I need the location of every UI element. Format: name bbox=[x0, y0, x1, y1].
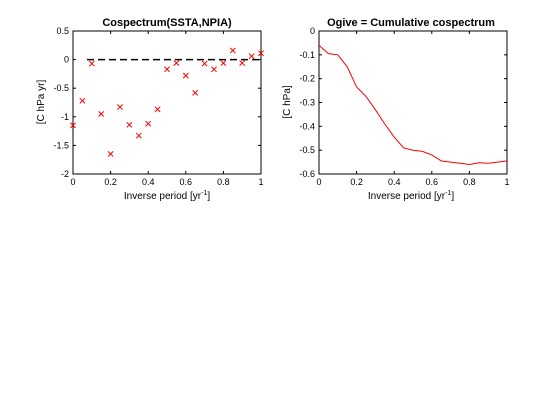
cospectrum-y-tick-label: -1.5 bbox=[53, 140, 69, 150]
cospectrum-y-tick-label: -2 bbox=[61, 169, 69, 179]
cospectrum-y-axis-label: [C hPa yr] bbox=[36, 80, 47, 125]
cospectrum-data-point bbox=[154, 106, 161, 113]
cospectrum-marker-stroke bbox=[88, 60, 95, 67]
cospectrum-marker-stroke bbox=[79, 97, 86, 104]
cospectrum-data-point bbox=[192, 89, 199, 96]
cospectrum-data-point bbox=[126, 121, 133, 128]
cospectrum-panel: Cospectrum(SSTA,NPIA) 0 0.2 0.4 0.6 0.8 1 -2 -1… bbox=[36, 17, 264, 202]
ogive-y-tick-label: -0.2 bbox=[299, 74, 315, 84]
cospectrum-x-tick-label: 0 bbox=[70, 177, 75, 187]
cospectrum-x-tick-label: 0.4 bbox=[142, 177, 155, 187]
cospectrum-data-point bbox=[211, 66, 217, 73]
cospectrum-data-point bbox=[248, 53, 255, 60]
cospectrum-data-point bbox=[201, 60, 208, 67]
cospectrum-marker-stroke bbox=[220, 60, 227, 66]
cospectrum-axes-box bbox=[72, 30, 262, 175]
ogive-panel: Ogive = Cumulative cospectrum 0 0.2 0.4 0.6… bbox=[282, 17, 510, 202]
ogive-x-tick-label: 0.2 bbox=[350, 177, 363, 187]
cospectrum-data-point bbox=[145, 120, 152, 127]
cospectrum-data-point bbox=[107, 151, 114, 157]
cospectrum-data-point bbox=[164, 66, 170, 73]
cospectrum-data-point bbox=[258, 50, 264, 57]
ogive-axes-box bbox=[318, 30, 508, 175]
ogive-series-line bbox=[318, 44, 508, 166]
ogive-y-tick-label: -0.6 bbox=[299, 169, 315, 179]
cospectrum-marker-stroke bbox=[145, 120, 152, 127]
ogive-y-tick-label: -0.4 bbox=[299, 121, 315, 131]
ogive-x-tick-label: 0.4 bbox=[388, 177, 401, 187]
ogive-x-tick-label: 0 bbox=[316, 177, 321, 187]
ogive-y-tick-label: -0.3 bbox=[299, 98, 315, 108]
ogive-plot-area: 0 0.2 0.4 0.6 0.8 1 -0.6 -0.5 -0.4 -0.3 -0.2 -0.1 0 bbox=[299, 26, 509, 187]
cospectrum-marker-stroke bbox=[248, 53, 255, 60]
cospectrum-marker-stroke bbox=[154, 106, 161, 113]
cospectrum-marker-stroke bbox=[135, 132, 142, 139]
cospectrum-data-point bbox=[70, 122, 76, 129]
cospectrum-marker-stroke bbox=[107, 151, 114, 157]
cospectrum-y-tick-label: -1 bbox=[61, 112, 69, 122]
cospectrum-marker-stroke bbox=[98, 110, 105, 117]
cospectrum-x-tick-label: 0.2 bbox=[104, 177, 117, 187]
cospectrum-data-point bbox=[229, 47, 236, 54]
ogive-y-tick-label: -0.5 bbox=[299, 145, 315, 155]
cospectrum-data-point bbox=[79, 97, 86, 104]
ogive-x-tick-label: 1 bbox=[504, 177, 509, 187]
cospectrum-data-point bbox=[88, 60, 95, 67]
cospectrum-data-point bbox=[182, 72, 189, 79]
cospectrum-data-point bbox=[117, 104, 123, 111]
ogive-x-tick-label: 0.6 bbox=[426, 177, 439, 187]
cospectrum-x-tick-label: 0.6 bbox=[180, 177, 193, 187]
cospectrum-x-axis-label: Inverse period [yr-1] bbox=[124, 190, 211, 202]
ogive-title: Ogive = Cumulative cospectrum bbox=[327, 17, 495, 29]
cospectrum-marker-stroke bbox=[126, 121, 133, 128]
ogive-x-tick-label: 0.8 bbox=[463, 177, 476, 187]
cospectrum-marker-stroke bbox=[173, 60, 180, 66]
cospectrum-marker-stroke bbox=[164, 66, 170, 73]
cospectrum-data-point bbox=[220, 60, 227, 66]
ogive-y-tick-label: 0 bbox=[310, 26, 315, 36]
cospectrum-marker-stroke bbox=[192, 89, 199, 96]
cospectrum-marker-stroke bbox=[239, 60, 246, 66]
cospectrum-data-point bbox=[239, 60, 246, 66]
cospectrum-data-point bbox=[173, 60, 180, 66]
cospectrum-y-tick-label: 0.5 bbox=[56, 26, 69, 36]
cospectrum-x-tick-label: 0.8 bbox=[217, 177, 230, 187]
ogive-y-axis-label: [C hPa] bbox=[282, 85, 293, 119]
cospectrum-marker-stroke bbox=[182, 72, 189, 79]
cospectrum-marker-stroke bbox=[201, 60, 208, 67]
cospectrum-y-tick-label: 0 bbox=[64, 55, 69, 65]
ogive-x-axis-label: Inverse period [yr-1] bbox=[368, 190, 455, 202]
cospectrum-plot-area: 0 0.2 0.4 0.6 0.8 1 -2 -1.5 -1 -0.5 0 0.5 bbox=[53, 26, 264, 187]
cospectrum-data-point bbox=[98, 110, 105, 117]
cospectrum-marker-stroke bbox=[229, 47, 236, 54]
ogive-y-tick-label: -0.1 bbox=[299, 50, 315, 60]
cospectrum-x-tick-label: 1 bbox=[258, 177, 263, 187]
cospectrum-marker-stroke bbox=[117, 104, 123, 111]
cospectrum-marker-stroke bbox=[70, 122, 76, 129]
cospectrum-marker-stroke bbox=[211, 66, 217, 73]
cospectrum-y-tick-label: -0.5 bbox=[53, 83, 69, 93]
cospectrum-data-point bbox=[135, 132, 142, 139]
cospectrum-title: Cospectrum(SSTA,NPIA) bbox=[102, 17, 232, 29]
cospectrum-marker-stroke bbox=[258, 50, 264, 57]
